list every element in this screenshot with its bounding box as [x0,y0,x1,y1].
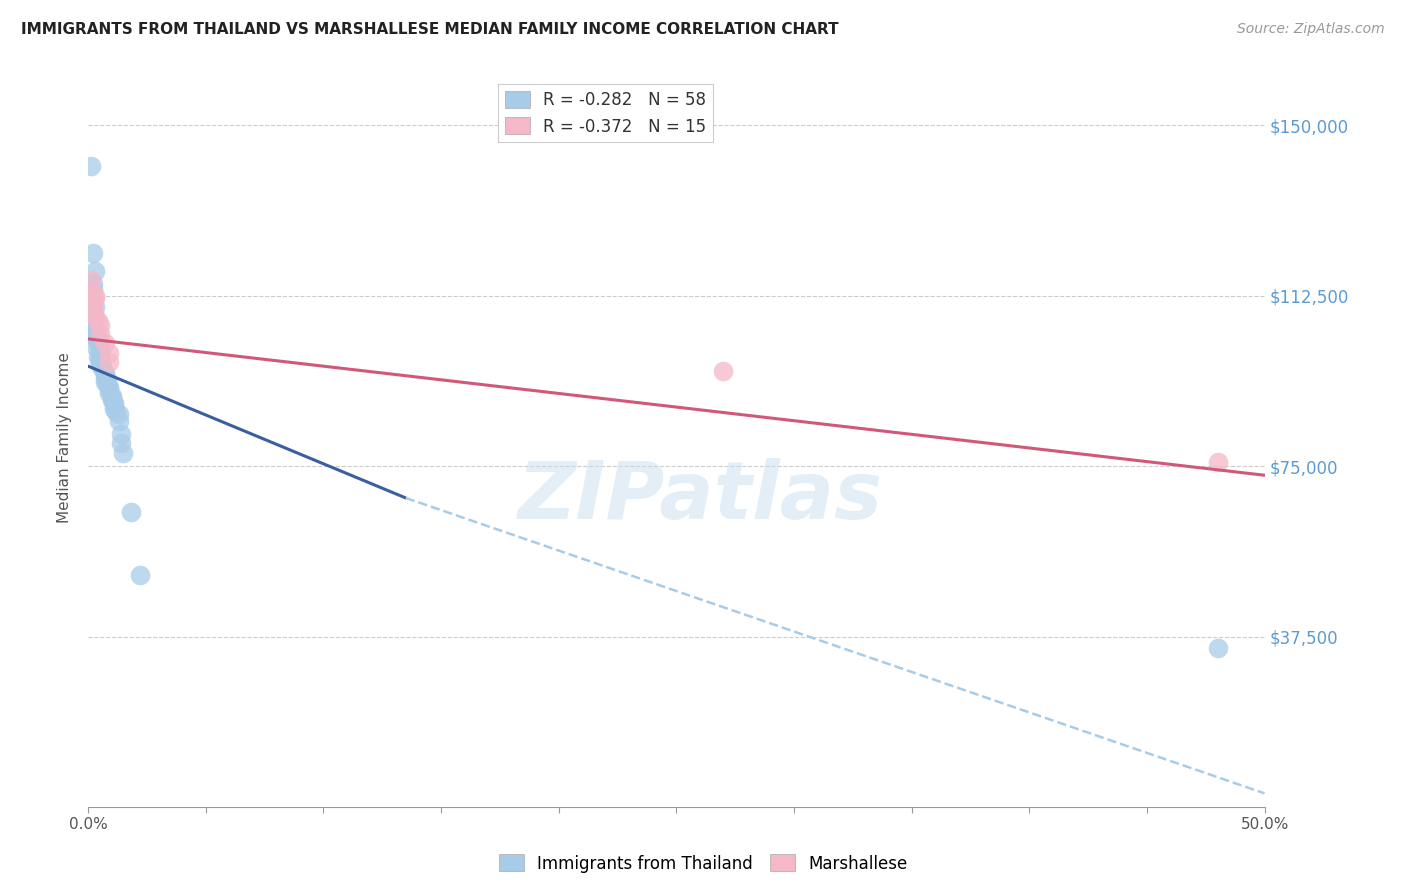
Point [112,445,135,459]
Point [79,286,101,301]
Point [89,354,111,368]
Point [107,414,129,428]
Point [79,309,101,323]
Point [89,318,111,333]
Point [100,389,122,403]
Legend: Immigrants from Thailand, Marshallese: Immigrants from Thailand, Marshallese [492,847,914,880]
Point [89,345,111,359]
Point [98,354,121,368]
Point [93,368,115,383]
Point [82,245,104,260]
Point [110,436,132,450]
Point [96,377,118,392]
Point [91,361,114,376]
Point [84,291,107,305]
Point [93,370,115,384]
Point [82,311,104,326]
Point [110,427,132,442]
Point [713,364,735,378]
Point [103,402,125,417]
Point [89,348,111,362]
Point [1206,454,1229,468]
Point [98,379,121,393]
Point [100,391,122,405]
Point [86,350,108,364]
Point [82,304,104,318]
Point [79,291,101,305]
Point [98,382,121,396]
Point [79,304,101,318]
Text: Source: ZipAtlas.com: Source: ZipAtlas.com [1237,22,1385,37]
Point [84,329,107,343]
Point [100,393,122,408]
Point [89,352,111,367]
Point [82,300,104,314]
Point [82,277,104,292]
Point [89,357,111,371]
Point [86,336,108,351]
Point [82,323,104,337]
Point [107,407,129,421]
Point [103,398,125,412]
Legend: R = -0.282   N = 58, R = -0.372   N = 15: R = -0.282 N = 58, R = -0.372 N = 15 [498,84,713,142]
Point [129,568,152,582]
Point [93,366,115,380]
Point [79,286,101,301]
Point [103,395,125,409]
Point [84,339,107,353]
Point [79,318,101,333]
Point [79,273,101,287]
Point [84,309,107,323]
Point [82,316,104,330]
Point [82,320,104,334]
Point [96,373,118,387]
Point [89,341,111,355]
Point [93,336,115,351]
Point [84,300,107,314]
Text: ZIPatlas: ZIPatlas [517,458,883,536]
Point [84,327,107,342]
Point [89,343,111,358]
Y-axis label: Median Family Income: Median Family Income [58,352,72,524]
Point [84,289,107,303]
Point [82,282,104,296]
Point [86,332,108,346]
Point [93,375,115,389]
Point [82,295,104,310]
Point [79,159,101,173]
Point [91,359,114,374]
Point [98,345,121,359]
Point [1206,640,1229,655]
Point [98,386,121,401]
Point [86,314,108,328]
Point [79,314,101,328]
Point [89,327,111,342]
Point [105,404,128,418]
Point [82,286,104,301]
Point [82,309,104,323]
Point [84,264,107,278]
Point [120,505,142,519]
Text: IMMIGRANTS FROM THAILAND VS MARSHALLESE MEDIAN FAMILY INCOME CORRELATION CHART: IMMIGRANTS FROM THAILAND VS MARSHALLESE … [21,22,839,37]
